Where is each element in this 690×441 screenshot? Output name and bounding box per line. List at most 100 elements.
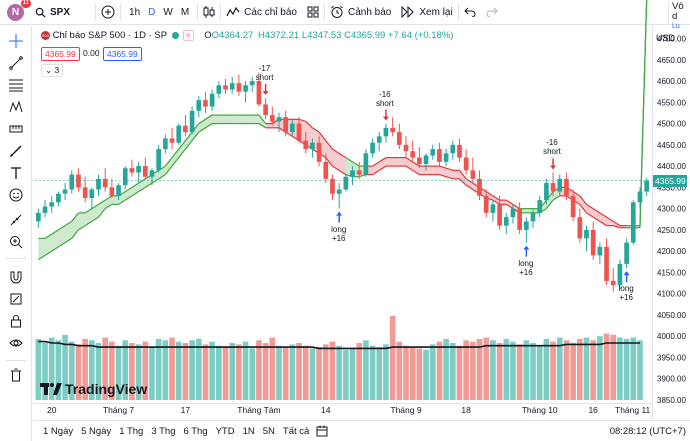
band-lower-line: [613, 225, 621, 229]
candle-body: [483, 195, 489, 213]
short-annotation: -17 short: [255, 64, 274, 83]
volume-bar: [189, 340, 195, 400]
range-1y[interactable]: 1N: [242, 425, 255, 437]
crosshair-tool[interactable]: [6, 32, 26, 50]
divider: [323, 4, 325, 20]
range-ytd[interactable]: YTD: [215, 425, 235, 437]
measure-tool[interactable]: [6, 120, 26, 138]
trendline-tool[interactable]: [6, 54, 26, 72]
candle-body: [336, 189, 342, 194]
range-1m[interactable]: 1 Thg: [119, 425, 144, 437]
candle-body: [396, 132, 402, 145]
band-fill: [258, 115, 266, 128]
band-fill: [65, 221, 72, 243]
band-lower-line: [512, 208, 520, 214]
stay-in-drawing-tool[interactable]: [6, 290, 26, 308]
magnet-tool[interactable]: [6, 268, 26, 286]
visibility-tool[interactable]: [6, 334, 26, 352]
redo-button[interactable]: [481, 0, 503, 25]
indicators-button[interactable]: Các chỉ báo: [221, 0, 302, 25]
volume-bar: [583, 337, 590, 400]
candle-body: [570, 195, 576, 218]
chevron-down-icon: ⌄: [45, 65, 53, 75]
alert-button[interactable]: Cảnh báo: [325, 0, 396, 25]
indicator-count: 3: [54, 65, 60, 75]
zoom-tool[interactable]: [6, 233, 26, 251]
band-upper-line: [91, 203, 99, 210]
currency-label[interactable]: USD: [656, 33, 676, 43]
range-1d[interactable]: 1 Ngày: [43, 425, 74, 437]
band-fill: [131, 183, 139, 196]
buy-button[interactable]: 4365.99: [103, 47, 142, 61]
interval-1h[interactable]: 1h: [129, 6, 141, 18]
clock[interactable]: 08:28:12 (UTC+7): [609, 426, 686, 437]
date-range-icon[interactable]: [316, 425, 328, 437]
remove-drawings-tool[interactable]: [6, 366, 26, 384]
replay-button[interactable]: Xem lại: [396, 0, 457, 25]
band-lower-line: [44, 250, 53, 256]
sell-button[interactable]: 4365.99: [41, 47, 80, 61]
interval-m[interactable]: M: [180, 6, 190, 18]
band-lower-line: [84, 220, 93, 227]
band-lower-line: [64, 237, 73, 244]
pattern-tool[interactable]: [6, 98, 26, 116]
templates-button[interactable]: [302, 0, 324, 25]
band-lower-line: [51, 246, 59, 252]
ruler-icon: [9, 125, 23, 133]
band-lower-line: [258, 123, 266, 129]
legend-title[interactable]: Chỉ báo S&P 500 · 1D · SP: [52, 30, 167, 41]
band-fill: [392, 157, 400, 167]
candle-body: [82, 187, 88, 198]
volume-bar: [229, 343, 236, 400]
band-fill: [245, 115, 253, 124]
symbol-search[interactable]: SPX: [30, 0, 75, 25]
brush-tool[interactable]: [6, 142, 26, 160]
band-lower-line: [345, 174, 353, 178]
lock-tool[interactable]: [6, 312, 26, 330]
compare-button[interactable]: [96, 0, 120, 25]
range-3m[interactable]: 3 Thg: [151, 425, 176, 437]
volume-bar: [182, 343, 189, 400]
ruler-measure-tool[interactable]: [6, 211, 26, 229]
pattern-icon: [9, 100, 23, 113]
interval-d[interactable]: D: [148, 6, 156, 18]
candle-body: [69, 174, 75, 190]
band-lower-line: [184, 140, 193, 150]
indicators-collapse-button[interactable]: ⌄ 3: [41, 64, 64, 77]
text-tool[interactable]: [6, 164, 26, 182]
band-fill: [51, 229, 59, 252]
fib-tool[interactable]: [6, 76, 26, 94]
band-fill: [412, 161, 420, 175]
band-fill: [426, 166, 433, 175]
account-corner[interactable]: Vô d Lu: [668, 2, 690, 30]
range-5d[interactable]: 5 Ngày: [81, 425, 112, 437]
volume-bar: [383, 344, 389, 400]
band-lower-line: [278, 127, 287, 133]
tradingview-watermark[interactable]: TradingView: [40, 381, 147, 397]
range-5y[interactable]: 5N: [262, 425, 275, 437]
range-all[interactable]: Tất cả: [282, 425, 310, 437]
candle-body: [457, 144, 462, 158]
candle-body: [283, 117, 289, 133]
band-fill: [379, 157, 386, 171]
candle-body: [96, 178, 101, 190]
undo-button[interactable]: [459, 0, 481, 25]
volume-bar: [222, 347, 229, 400]
range-6m[interactable]: 6 Thg: [183, 425, 208, 437]
user-avatar[interactable]: N 11: [7, 0, 31, 21]
band-fill: [372, 161, 380, 175]
band-lower-line: [58, 242, 66, 248]
add-circle-icon: [101, 5, 115, 19]
volume-bar: [289, 344, 296, 400]
candles-icon: [203, 6, 215, 18]
band-lower-line: [285, 131, 293, 137]
chart-type-button[interactable]: [198, 0, 220, 25]
interval-w[interactable]: W: [163, 6, 173, 18]
volume-bar: [617, 337, 623, 400]
trash-icon: [11, 368, 21, 382]
emoji-tool[interactable]: [6, 186, 26, 204]
volume-bar: [496, 343, 503, 400]
band-upper-line: [104, 195, 113, 201]
candle-body: [410, 151, 416, 158]
